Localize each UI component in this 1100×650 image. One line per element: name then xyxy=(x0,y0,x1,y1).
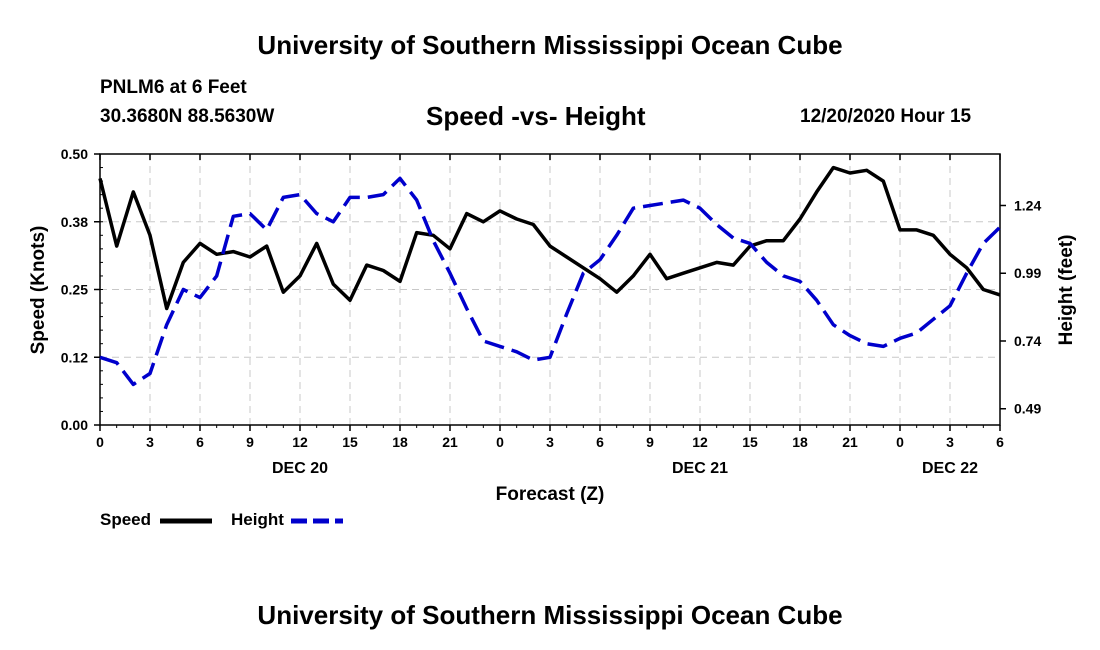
x-tick-label: 9 xyxy=(646,434,654,450)
height-series-line xyxy=(99,176,1002,387)
y2-tick-label: 0.49 xyxy=(1014,401,1041,417)
y-tick-label: 0.38 xyxy=(61,214,88,230)
x-tick-label: 18 xyxy=(792,434,808,450)
legend-speed-label: Speed xyxy=(100,510,152,529)
y-tick-label: 0.50 xyxy=(61,146,88,162)
x-tick-label: 6 xyxy=(196,434,204,450)
x-tick-label: 0 xyxy=(496,434,504,450)
date-label: DEC 21 xyxy=(672,460,728,477)
speed-series-line xyxy=(98,165,1001,311)
y2-tick-label: 0.99 xyxy=(1014,265,1041,281)
x-tick-label: 21 xyxy=(442,434,458,450)
date-label: DEC 20 xyxy=(272,460,328,477)
x-tick-label: 6 xyxy=(996,434,1004,450)
coordinates-label: 30.3680N 88.5630W xyxy=(100,106,275,127)
x-tick-label: 0 xyxy=(96,434,104,450)
forecast-datetime: 12/20/2020 Hour 15 xyxy=(800,106,972,127)
footer-title: University of Southern Mississippi Ocean… xyxy=(257,600,843,630)
y-tick-label: 0.00 xyxy=(61,417,88,433)
x-tick-label: 21 xyxy=(842,434,858,450)
x-tick-label: 3 xyxy=(146,434,154,450)
plot-frame xyxy=(99,153,1001,426)
y2-tick-label: 0.74 xyxy=(1014,333,1041,349)
y-tick-label: 0.12 xyxy=(61,349,88,365)
x-tick-label: 3 xyxy=(546,434,554,450)
y-tick-label: 0.25 xyxy=(61,282,88,298)
date-label: DEC 22 xyxy=(922,460,978,477)
x-tick-label: 6 xyxy=(596,434,604,450)
axes: 0 3 6 9 12 15 18 21 0 3 6 9 12 15 18 21 0 3 6 DEC 20 DEC 21 D… xyxy=(28,146,1077,505)
grid xyxy=(100,154,1000,425)
legend-height-label: Height xyxy=(231,510,284,529)
x-tick-label: 0 xyxy=(896,434,904,450)
station-label: PNLM6 at 6 Feet xyxy=(100,77,247,98)
y2-axis-title: Height (feet) xyxy=(1056,235,1077,346)
page-title: University of Southern Mississippi Ocean… xyxy=(257,30,843,60)
x-tick-label: 15 xyxy=(342,434,358,450)
x-tick-label: 3 xyxy=(946,434,954,450)
y2-tick-label: 1.24 xyxy=(1014,197,1041,213)
x-tick-label: 12 xyxy=(692,434,708,450)
x-tick-label: 9 xyxy=(246,434,254,450)
chart-title: Speed -vs- Height xyxy=(426,101,646,131)
x-tick-label: 15 xyxy=(742,434,758,450)
x-tick-label: 12 xyxy=(292,434,308,450)
series xyxy=(98,165,1002,387)
x-tick-label: 18 xyxy=(392,434,408,450)
x-axis-title: Forecast (Z) xyxy=(496,484,605,505)
y-axis-title: Speed (Knots) xyxy=(28,226,49,355)
